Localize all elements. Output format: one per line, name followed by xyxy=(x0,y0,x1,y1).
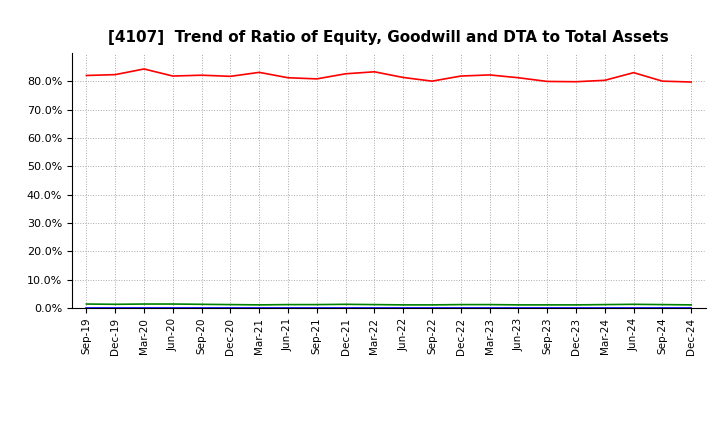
Equity xyxy=(226,73,235,79)
Equity xyxy=(370,69,379,74)
Goodwill xyxy=(82,305,91,311)
Deferred Tax Assets xyxy=(399,302,408,308)
Equity xyxy=(140,66,148,72)
Goodwill xyxy=(226,305,235,311)
Equity xyxy=(485,72,494,77)
Deferred Tax Assets xyxy=(255,302,264,308)
Deferred Tax Assets xyxy=(312,302,321,307)
Deferred Tax Assets xyxy=(687,302,696,308)
Goodwill xyxy=(658,305,667,311)
Goodwill xyxy=(111,305,120,311)
Goodwill xyxy=(428,305,436,311)
Equity xyxy=(658,78,667,84)
Equity xyxy=(111,72,120,77)
Equity xyxy=(543,79,552,84)
Goodwill xyxy=(168,305,177,311)
Deferred Tax Assets xyxy=(572,302,580,308)
Equity xyxy=(456,73,465,79)
Goodwill xyxy=(255,305,264,311)
Deferred Tax Assets xyxy=(514,302,523,308)
Equity xyxy=(168,73,177,79)
Goodwill xyxy=(543,305,552,311)
Equity xyxy=(312,76,321,81)
Equity xyxy=(82,73,91,78)
Equity xyxy=(197,73,206,78)
Deferred Tax Assets xyxy=(197,302,206,307)
Goodwill xyxy=(485,305,494,311)
Goodwill xyxy=(341,305,350,311)
Equity xyxy=(572,79,580,84)
Goodwill xyxy=(572,305,580,311)
Deferred Tax Assets xyxy=(600,302,609,307)
Goodwill xyxy=(687,305,696,311)
Goodwill xyxy=(514,305,523,311)
Deferred Tax Assets xyxy=(428,302,436,308)
Deferred Tax Assets xyxy=(658,302,667,307)
Goodwill xyxy=(399,305,408,311)
Deferred Tax Assets xyxy=(140,301,148,307)
Equity xyxy=(600,78,609,83)
Goodwill xyxy=(197,305,206,311)
Goodwill xyxy=(629,305,638,311)
Deferred Tax Assets xyxy=(82,301,91,307)
Equity xyxy=(255,70,264,75)
Line: Deferred Tax Assets: Deferred Tax Assets xyxy=(86,304,691,305)
Deferred Tax Assets xyxy=(341,302,350,307)
Deferred Tax Assets xyxy=(543,302,552,308)
Goodwill xyxy=(140,305,148,311)
Equity xyxy=(428,78,436,84)
Deferred Tax Assets xyxy=(456,302,465,307)
Deferred Tax Assets xyxy=(629,302,638,307)
Equity xyxy=(687,79,696,84)
Goodwill xyxy=(312,305,321,311)
Deferred Tax Assets xyxy=(226,302,235,307)
Equity xyxy=(629,70,638,75)
Deferred Tax Assets xyxy=(168,301,177,307)
Goodwill xyxy=(600,305,609,311)
Line: Equity: Equity xyxy=(86,69,691,82)
Equity xyxy=(341,71,350,77)
Deferred Tax Assets xyxy=(370,302,379,307)
Equity xyxy=(514,75,523,81)
Equity xyxy=(284,75,292,81)
Goodwill xyxy=(284,305,292,311)
Equity xyxy=(399,75,408,80)
Goodwill xyxy=(456,305,465,311)
Deferred Tax Assets xyxy=(111,302,120,307)
Deferred Tax Assets xyxy=(284,302,292,307)
Goodwill xyxy=(370,305,379,311)
Deferred Tax Assets xyxy=(485,302,494,307)
Title: [4107]  Trend of Ratio of Equity, Goodwill and DTA to Total Assets: [4107] Trend of Ratio of Equity, Goodwil… xyxy=(109,29,669,45)
